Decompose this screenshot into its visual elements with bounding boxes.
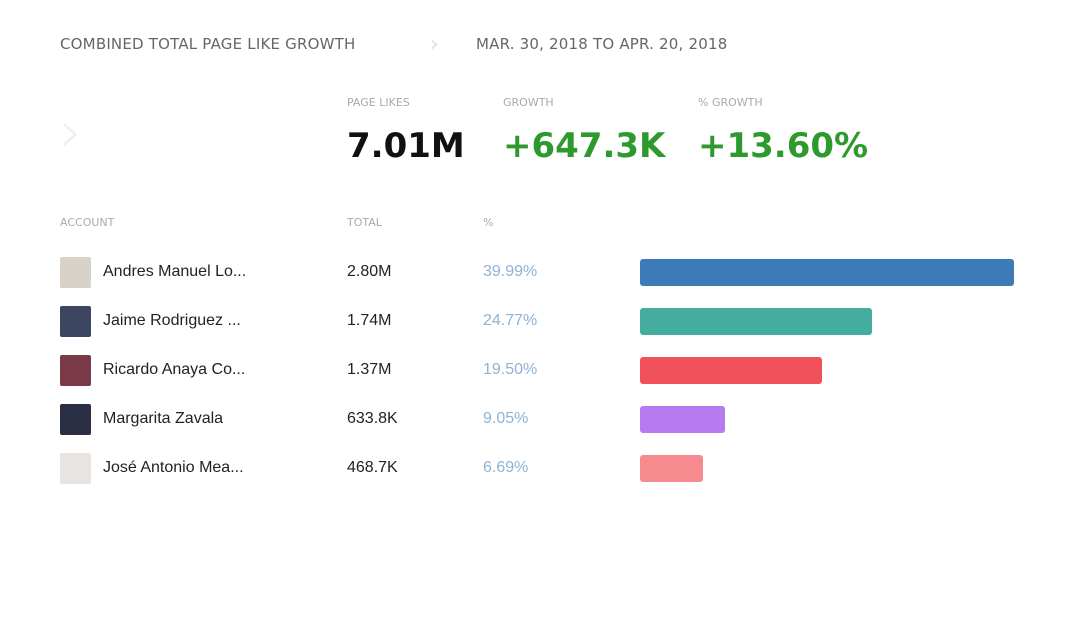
table-row[interactable]: Margarita Zavala 633.8K 9.05%: [0, 404, 1085, 436]
table-row[interactable]: Jaime Rodriguez ... 1.74M 24.77%: [0, 306, 1085, 338]
account-percent: 39.99%: [483, 263, 538, 280]
avatar: [60, 257, 91, 288]
column-header-percent: %: [483, 216, 494, 229]
share-bar: [640, 455, 703, 482]
page-likes-label: PAGE LIKES: [347, 96, 410, 109]
page-title: COMBINED TOTAL PAGE LIKE GROWTH: [60, 35, 356, 53]
page-likes-value: 7.01M: [347, 126, 465, 166]
column-header-account: ACCOUNT: [60, 216, 115, 229]
pct-growth-value: +13.60%: [698, 126, 869, 166]
account-percent: 19.50%: [483, 361, 538, 378]
table-row[interactable]: Andres Manuel Lo... 2.80M 39.99%: [0, 257, 1085, 289]
growth-label: GROWTH: [503, 96, 554, 109]
account-percent: 9.05%: [483, 410, 529, 427]
share-bar: [640, 406, 725, 433]
growth-value: +647.3K: [503, 126, 666, 166]
account-percent: 6.69%: [483, 459, 529, 476]
account-name[interactable]: Margarita Zavala: [103, 410, 224, 427]
date-range[interactable]: MAR. 30, 2018 TO APR. 20, 2018: [476, 35, 728, 53]
avatar: [60, 404, 91, 435]
avatar: [60, 306, 91, 337]
account-name[interactable]: Ricardo Anaya Co...: [103, 361, 246, 378]
table-row[interactable]: Ricardo Anaya Co... 1.37M 19.50%: [0, 355, 1085, 387]
avatar: [60, 453, 91, 484]
column-header-total: TOTAL: [347, 216, 382, 229]
account-name[interactable]: Jaime Rodriguez ...: [103, 312, 241, 329]
chevron-right-icon[interactable]: ›: [60, 100, 83, 165]
account-name[interactable]: Andres Manuel Lo...: [103, 263, 247, 280]
account-percent: 24.77%: [483, 312, 538, 329]
account-total: 2.80M: [347, 263, 392, 280]
account-total: 468.7K: [347, 459, 398, 476]
table-row[interactable]: José Antonio Mea... 468.7K 6.69%: [0, 453, 1085, 485]
share-bar: [640, 308, 872, 335]
chevron-right-icon: ›: [430, 32, 439, 57]
account-name[interactable]: José Antonio Mea...: [103, 459, 244, 476]
account-total: 1.37M: [347, 361, 392, 378]
avatar: [60, 355, 91, 386]
pct-growth-label: % GROWTH: [698, 96, 763, 109]
account-total: 633.8K: [347, 410, 398, 427]
account-total: 1.74M: [347, 312, 392, 329]
share-bar: [640, 357, 823, 384]
share-bar: [640, 259, 1014, 286]
